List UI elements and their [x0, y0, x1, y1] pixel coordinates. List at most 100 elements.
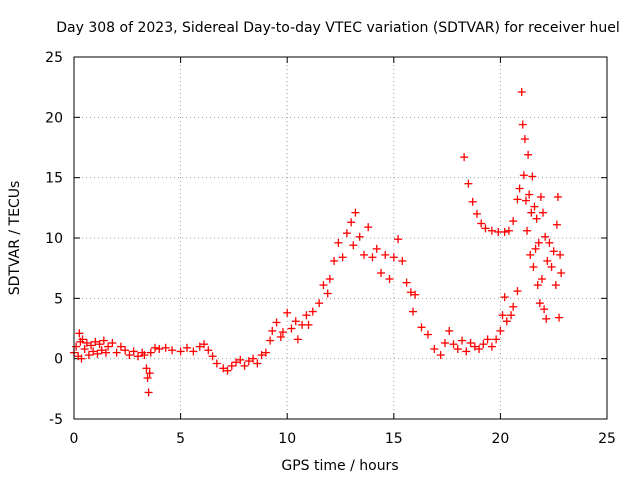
data-point: [219, 364, 228, 373]
data-point: [176, 347, 185, 356]
data-point: [227, 361, 236, 370]
data-point: [87, 341, 96, 350]
data-point: [498, 311, 507, 320]
data-point: [453, 345, 462, 354]
data-point: [151, 343, 160, 352]
data-point: [533, 281, 542, 290]
data-point: [97, 346, 106, 355]
data-point: [543, 256, 552, 265]
data-point: [507, 311, 516, 320]
data-point: [182, 343, 191, 352]
data-point: [204, 346, 213, 355]
data-point: [398, 256, 407, 265]
data-point: [500, 293, 509, 302]
data-point: [155, 345, 164, 354]
x-tick-label: 15: [385, 431, 403, 447]
data-point: [82, 338, 91, 347]
data-point: [406, 288, 415, 297]
data-point: [93, 349, 102, 358]
data-point: [244, 357, 253, 366]
data-point: [161, 343, 170, 352]
data-point: [144, 388, 153, 397]
data-point: [468, 197, 477, 206]
data-point: [91, 337, 100, 346]
data-point: [291, 317, 300, 326]
data-point: [537, 275, 546, 284]
data-point: [470, 342, 479, 351]
data-point: [99, 336, 108, 345]
data-point: [338, 253, 347, 262]
data-point: [509, 217, 518, 226]
data-point: [551, 281, 560, 290]
data-point: [359, 250, 368, 259]
data-point: [101, 348, 110, 357]
data-point: [534, 238, 543, 247]
data-point: [80, 345, 89, 354]
data-point: [521, 196, 530, 205]
data-point: [125, 351, 134, 360]
data-point: [253, 359, 262, 368]
data-point: [541, 232, 550, 241]
data-point: [464, 179, 473, 188]
data-point: [347, 218, 356, 227]
data-point: [381, 250, 390, 259]
data-point: [487, 342, 496, 351]
data-point: [351, 208, 360, 217]
data-point: [458, 336, 467, 345]
data-point: [496, 326, 505, 335]
data-point: [408, 307, 417, 316]
data-point: [189, 347, 198, 356]
data-point: [545, 238, 554, 247]
data-point: [417, 323, 426, 332]
y-tick-label: 15: [45, 171, 63, 187]
data-point: [423, 330, 432, 339]
data-points: [70, 87, 566, 397]
data-point: [526, 250, 535, 259]
data-point: [308, 307, 317, 316]
data-point: [319, 281, 328, 290]
data-point: [475, 345, 484, 354]
data-point: [232, 358, 241, 367]
y-tick-label: 0: [54, 352, 63, 368]
data-point: [472, 209, 481, 218]
data-point: [530, 202, 539, 211]
data-point: [249, 354, 258, 363]
chart-title: Day 308 of 2023, Sidereal Day-to-day VTE…: [56, 20, 619, 36]
data-point: [129, 347, 138, 356]
plot-frame: [73, 56, 608, 420]
data-point: [389, 253, 398, 262]
data-point: [466, 338, 475, 347]
data-point: [142, 364, 151, 373]
axis-ticks: 0 5 10 15 20 25 -5 0 5 10 15 20 25: [45, 50, 616, 447]
data-point: [479, 340, 488, 349]
x-tick-label: 5: [176, 431, 185, 447]
data-point: [402, 278, 411, 287]
data-point: [500, 227, 509, 236]
data-point: [477, 219, 486, 228]
y-tick-label: 5: [54, 291, 63, 307]
data-point: [140, 351, 149, 360]
data-point: [84, 351, 93, 360]
data-point: [509, 302, 518, 311]
data-point: [287, 324, 296, 333]
data-point: [104, 342, 113, 351]
data-point: [208, 352, 217, 361]
data-point: [440, 338, 449, 347]
data-point: [518, 120, 527, 129]
data-point: [95, 340, 104, 349]
data-point: [143, 373, 152, 382]
data-point: [487, 226, 496, 235]
y-tick-label: 25: [45, 50, 63, 66]
data-point: [549, 247, 558, 256]
data-point: [542, 314, 551, 323]
data-point: [557, 268, 566, 277]
data-point: [72, 342, 81, 351]
data-point: [531, 244, 540, 253]
data-point: [323, 289, 332, 298]
data-point: [342, 229, 351, 238]
data-point: [527, 208, 536, 217]
data-point: [368, 253, 377, 262]
data-point: [555, 313, 564, 322]
data-point: [449, 340, 458, 349]
